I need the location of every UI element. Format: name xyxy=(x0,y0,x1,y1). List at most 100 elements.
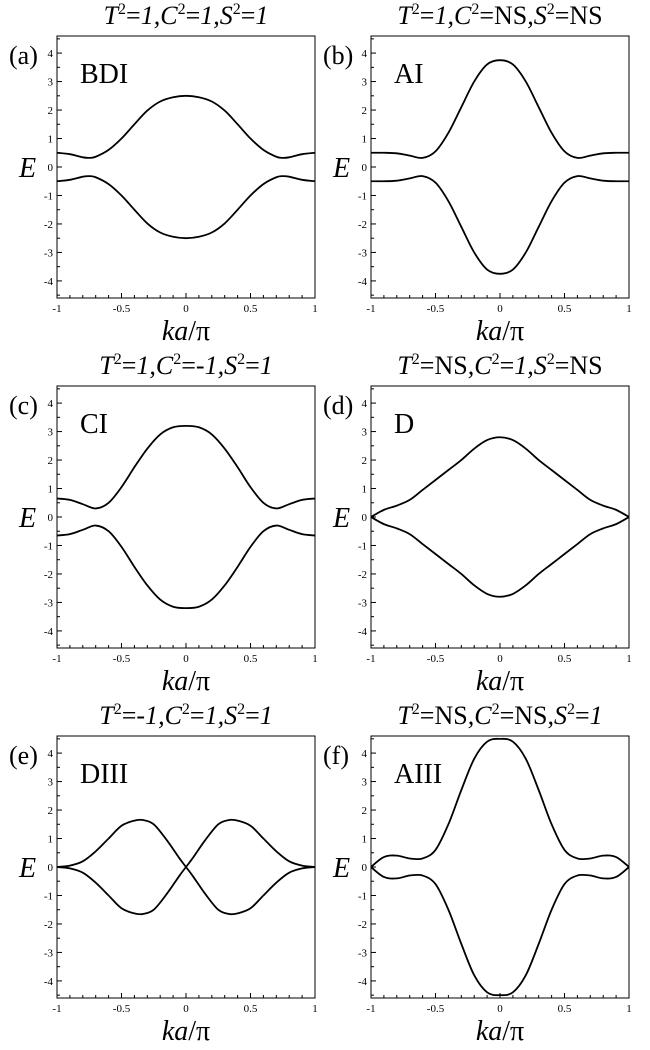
band-curve-2 xyxy=(370,866,630,997)
y-tick-label: -3 xyxy=(44,597,54,609)
y-tick-label: -4 xyxy=(44,626,54,638)
y-tick-label: 2 xyxy=(48,455,54,467)
class-label: DIII xyxy=(80,759,128,790)
x-tick-label: 0 xyxy=(497,303,503,315)
y-axis-label: E xyxy=(18,153,36,184)
y-tick-label: 1 xyxy=(362,834,368,846)
x-tick-label: 0.5 xyxy=(244,653,258,665)
x-tick-label: 0 xyxy=(183,653,189,665)
y-tick-label: 3 xyxy=(48,427,54,439)
y-axis-label: E xyxy=(332,153,350,184)
y-tick-label: -2 xyxy=(358,219,367,231)
x-axis-label: ka/π xyxy=(162,316,210,347)
x-tick-label: 0.5 xyxy=(558,653,572,665)
y-tick-label: 0 xyxy=(362,512,368,524)
y-tick-label: -1 xyxy=(358,190,367,202)
panel-b: T2=1,C2=NS,S2=NS -4 -3 -2 -1 0 1 2 3 4 -1 -0.5 0 0.5 1… xyxy=(323,1,632,347)
y-tick-label: 4 xyxy=(362,748,368,760)
x-tick-label: 0 xyxy=(183,1003,189,1015)
band-curve-1 xyxy=(56,94,316,159)
y-tick-label: 4 xyxy=(48,748,54,760)
panel-tag: (f) xyxy=(323,741,349,770)
y-axis-label: E xyxy=(18,853,36,884)
band-curve-1 xyxy=(56,424,316,510)
x-axis-label: ka/π xyxy=(476,316,524,347)
x-tick-label: 1 xyxy=(312,653,318,665)
panel-title: T2=NS,C2=NS,S2=1 xyxy=(397,701,602,730)
x-tick-label: 0 xyxy=(497,1003,503,1015)
panel-tag: (d) xyxy=(323,391,353,420)
x-tick-label: 0.5 xyxy=(244,1003,258,1015)
y-tick-label: 2 xyxy=(362,105,368,117)
panel-title: T2=-1,C2=1,S2=1 xyxy=(99,701,273,730)
y-tick-label: 3 xyxy=(362,77,368,89)
panel-tag: (e) xyxy=(9,741,38,770)
y-tick-label: -2 xyxy=(358,919,367,931)
y-tick-label: 4 xyxy=(362,48,368,60)
x-axis-label: ka/π xyxy=(476,1016,524,1047)
y-tick-label: 0 xyxy=(48,862,54,874)
band-curve-1 xyxy=(370,59,630,159)
y-tick-label: -4 xyxy=(358,976,368,988)
band-curve-1 xyxy=(370,436,630,518)
x-tick-label: -1 xyxy=(366,653,375,665)
x-tick-label: -0.5 xyxy=(113,303,131,315)
y-tick-label: 1 xyxy=(48,484,54,496)
y-tick-label: -3 xyxy=(44,947,54,959)
panel-title: T2=1,C2=NS,S2=NS xyxy=(397,1,602,30)
y-tick-label: 0 xyxy=(48,162,54,174)
y-tick-label: 2 xyxy=(48,105,54,117)
band-curve-2 xyxy=(370,516,630,598)
y-tick-label: -4 xyxy=(358,626,368,638)
y-tick-label: -3 xyxy=(358,597,368,609)
y-tick-label: 1 xyxy=(362,134,368,146)
y-tick-label: -3 xyxy=(358,247,368,259)
x-axis-label: ka/π xyxy=(476,666,524,697)
y-tick-label: 1 xyxy=(362,484,368,496)
y-tick-label: 3 xyxy=(48,77,54,89)
y-tick-label: -2 xyxy=(44,919,53,931)
panel-tag: (b) xyxy=(323,41,353,70)
y-tick-label: 2 xyxy=(48,805,54,817)
x-axis-label: ka/π xyxy=(162,1016,210,1047)
x-tick-label: -1 xyxy=(52,1003,61,1015)
panel-d: T2=NS,C2=1,S2=NS -4 -3 -2 -1 0 1 2 3 4 -1 -0.5 0 0.5 1… xyxy=(323,351,632,697)
x-tick-label: -1 xyxy=(52,303,61,315)
x-tick-label: 0.5 xyxy=(558,303,572,315)
x-tick-label: -0.5 xyxy=(427,303,445,315)
class-label: BDI xyxy=(80,59,128,90)
y-tick-label: -2 xyxy=(44,219,53,231)
y-tick-label: 0 xyxy=(362,862,368,874)
y-tick-label: 4 xyxy=(48,48,54,60)
x-tick-label: 0 xyxy=(497,653,503,665)
panel-tag: (a) xyxy=(9,41,38,70)
x-tick-label: -1 xyxy=(366,1003,375,1015)
y-tick-label: -4 xyxy=(44,976,54,988)
x-tick-label: 0.5 xyxy=(558,1003,572,1015)
band-curve-2 xyxy=(56,175,316,240)
x-tick-label: -1 xyxy=(52,653,61,665)
y-tick-label: -2 xyxy=(44,569,53,581)
y-axis-label: E xyxy=(332,503,350,534)
band-curve-1 xyxy=(370,737,630,868)
panel-title: T2=NS,C2=1,S2=NS xyxy=(397,351,602,380)
x-tick-label: 1 xyxy=(626,303,632,315)
y-tick-label: -4 xyxy=(358,276,368,288)
x-tick-label: -0.5 xyxy=(427,653,445,665)
x-tick-label: 0.5 xyxy=(244,303,258,315)
y-tick-label: 1 xyxy=(48,134,54,146)
class-label: AIII xyxy=(394,759,442,790)
y-tick-label: -1 xyxy=(44,540,53,552)
y-tick-label: 3 xyxy=(362,427,368,439)
x-tick-label: 1 xyxy=(626,1003,632,1015)
x-tick-label: 1 xyxy=(312,1003,318,1015)
y-tick-label: 4 xyxy=(362,398,368,410)
y-tick-label: -2 xyxy=(358,569,367,581)
panel-title: T2=1,C2=-1,S2=1 xyxy=(99,351,273,380)
y-tick-label: 1 xyxy=(48,834,54,846)
y-tick-label: -1 xyxy=(44,890,53,902)
